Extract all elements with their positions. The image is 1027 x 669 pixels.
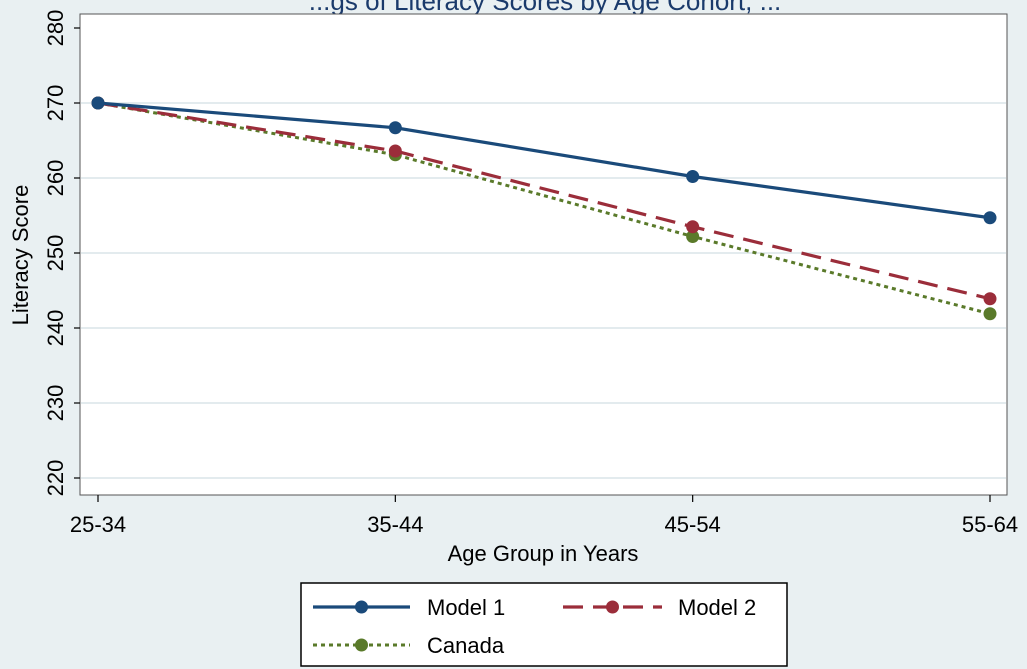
y-tick-label: 220 xyxy=(43,460,68,497)
legend-label: Model 1 xyxy=(427,595,505,620)
data-point xyxy=(686,220,700,234)
plot-area xyxy=(79,13,1008,496)
data-point xyxy=(686,170,700,183)
legend-marker xyxy=(355,638,368,652)
x-tick-label: 25-34 xyxy=(70,512,126,537)
series-line xyxy=(97,101,991,301)
chart-title: ...gs of Literacy Scores by Age Cohort, … xyxy=(309,0,782,16)
y-tick-label: 240 xyxy=(43,310,68,347)
legend-box xyxy=(300,582,788,667)
data-point xyxy=(983,292,997,306)
x-tick-label: 55-64 xyxy=(962,512,1018,537)
data-point xyxy=(686,230,700,243)
y-axis-title: Literacy Score xyxy=(8,185,33,326)
x-axis: 25-34 35-44 45-54 55-64 xyxy=(70,495,1018,537)
legend-item-model-2: Model 2 xyxy=(563,595,756,620)
legend-item-model-1: Model 1 xyxy=(313,595,505,620)
series-model-2 xyxy=(91,96,997,306)
series-line xyxy=(97,101,991,316)
data-point xyxy=(91,96,105,110)
grid-lines xyxy=(81,102,1006,479)
y-tick-label: 260 xyxy=(43,160,68,197)
y-axis: 220 230 240 250 260 270 280 xyxy=(43,10,80,497)
data-point xyxy=(983,211,997,225)
x-tick-label: 45-54 xyxy=(665,512,721,537)
legend-marker xyxy=(606,600,619,614)
data-point xyxy=(983,307,997,321)
legend-marker xyxy=(355,600,368,614)
legend: Model 1 Model 2 Canada xyxy=(313,595,756,658)
legend-item-canada: Canada xyxy=(313,633,505,658)
y-tick-label: 280 xyxy=(43,10,68,47)
legend-label: Model 2 xyxy=(678,595,756,620)
series-model-1 xyxy=(91,96,997,225)
x-tick-label: 35-44 xyxy=(367,512,423,537)
y-tick-label: 250 xyxy=(43,235,68,272)
y-tick-label: 230 xyxy=(43,385,68,422)
data-point xyxy=(388,121,402,135)
x-axis-title: Age Group in Years xyxy=(448,541,639,566)
data-point xyxy=(388,144,402,158)
y-tick-label: 270 xyxy=(43,85,68,122)
legend-label: Canada xyxy=(427,633,505,658)
series-layer xyxy=(91,96,997,321)
series-line xyxy=(97,101,991,220)
